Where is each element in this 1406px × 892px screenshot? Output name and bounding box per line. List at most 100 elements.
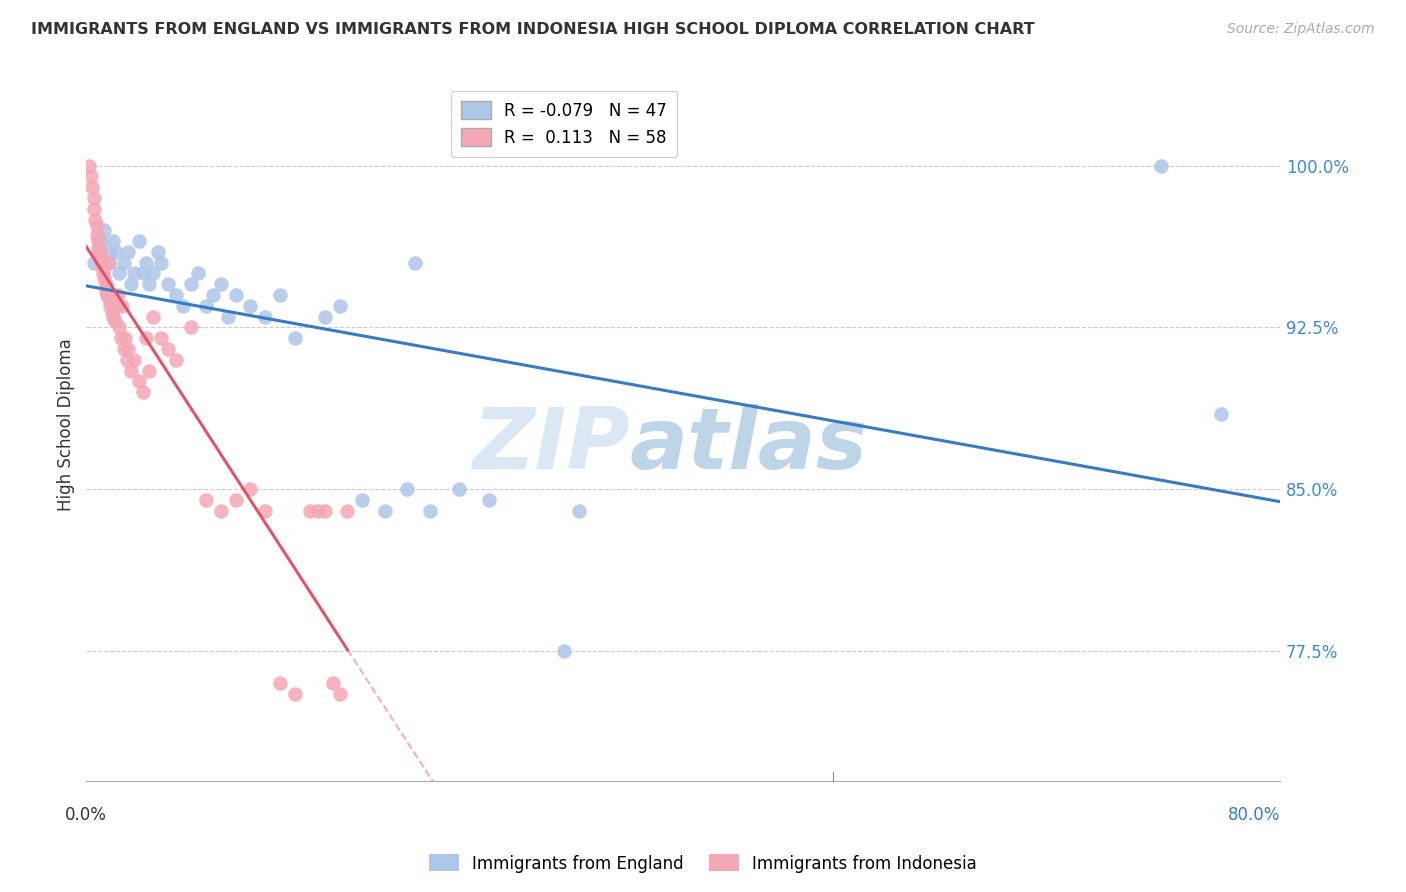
Point [104, 314, 127, 328]
Point [82, 180, 104, 194]
Point [90, 234, 112, 248]
Point [396, 482, 419, 496]
Point [83, 202, 105, 216]
Point [97, 244, 120, 259]
Point [142, 310, 165, 324]
Point [100, 305, 122, 319]
Point [112, 256, 135, 270]
Point [254, 310, 277, 324]
Point [180, 277, 202, 292]
Point [120, 277, 142, 292]
Text: 80.0%: 80.0% [1227, 806, 1281, 824]
Point [80, 169, 103, 184]
Point [314, 504, 336, 518]
Point [172, 299, 194, 313]
Point [93, 223, 115, 237]
Point [101, 310, 124, 324]
Point [180, 320, 202, 334]
Point [105, 299, 128, 313]
Legend: Immigrants from England, Immigrants from Indonesia: Immigrants from England, Immigrants from… [422, 847, 984, 880]
Point [128, 375, 150, 389]
Point [157, 342, 180, 356]
Point [239, 299, 262, 313]
Text: ZIP: ZIP [472, 404, 630, 487]
Point [77, 159, 100, 173]
Point [404, 256, 426, 270]
Point [114, 331, 136, 345]
Point [108, 267, 131, 281]
Point [84, 212, 107, 227]
Point [135, 331, 157, 345]
Point [117, 342, 139, 356]
Point [120, 363, 142, 377]
Point [97, 256, 120, 270]
Point [254, 504, 277, 518]
Point [101, 234, 124, 248]
Point [107, 288, 129, 302]
Point [239, 482, 262, 496]
Point [108, 320, 131, 334]
Y-axis label: High School Diploma: High School Diploma [58, 338, 75, 511]
Point [98, 299, 121, 313]
Point [94, 284, 117, 298]
Point [217, 310, 239, 324]
Point [1209, 407, 1232, 421]
Point [87, 241, 110, 255]
Point [83, 256, 105, 270]
Point [478, 493, 501, 508]
Point [142, 267, 165, 281]
Text: Source: ZipAtlas.com: Source: ZipAtlas.com [1227, 22, 1375, 37]
Point [329, 299, 352, 313]
Point [336, 504, 359, 518]
Point [87, 244, 110, 259]
Point [146, 244, 169, 259]
Point [165, 288, 187, 302]
Point [165, 352, 187, 367]
Point [322, 676, 344, 690]
Text: atlas: atlas [630, 404, 868, 487]
Point [86, 219, 108, 233]
Point [112, 342, 135, 356]
Point [90, 249, 112, 263]
Point [105, 244, 128, 259]
Point [135, 256, 157, 270]
Point [225, 288, 247, 302]
Point [86, 227, 108, 242]
Point [299, 504, 322, 518]
Point [209, 277, 232, 292]
Point [568, 504, 591, 518]
Point [269, 676, 291, 690]
Point [97, 256, 120, 270]
Point [87, 234, 110, 248]
Point [97, 293, 120, 307]
Point [96, 288, 118, 302]
Point [132, 385, 155, 400]
Point [374, 504, 396, 518]
Point [83, 191, 105, 205]
Point [91, 260, 114, 274]
Point [128, 234, 150, 248]
Point [132, 267, 155, 281]
Point [157, 277, 180, 292]
Point [269, 288, 291, 302]
Point [225, 493, 247, 508]
Point [314, 310, 336, 324]
Point [138, 277, 160, 292]
Point [284, 687, 307, 701]
Point [122, 267, 145, 281]
Point [307, 504, 329, 518]
Point [91, 267, 114, 281]
Point [149, 331, 172, 345]
Point [194, 299, 217, 313]
Point [111, 299, 134, 313]
Point [122, 352, 145, 367]
Point [419, 504, 441, 518]
Point [352, 493, 374, 508]
Point [284, 331, 307, 345]
Point [93, 270, 115, 285]
Point [449, 482, 471, 496]
Point [209, 504, 232, 518]
Point [115, 352, 138, 367]
Text: IMMIGRANTS FROM ENGLAND VS IMMIGRANTS FROM INDONESIA HIGH SCHOOL DIPLOMA CORRELA: IMMIGRANTS FROM ENGLAND VS IMMIGRANTS FR… [31, 22, 1035, 37]
Text: 0.0%: 0.0% [65, 806, 107, 824]
